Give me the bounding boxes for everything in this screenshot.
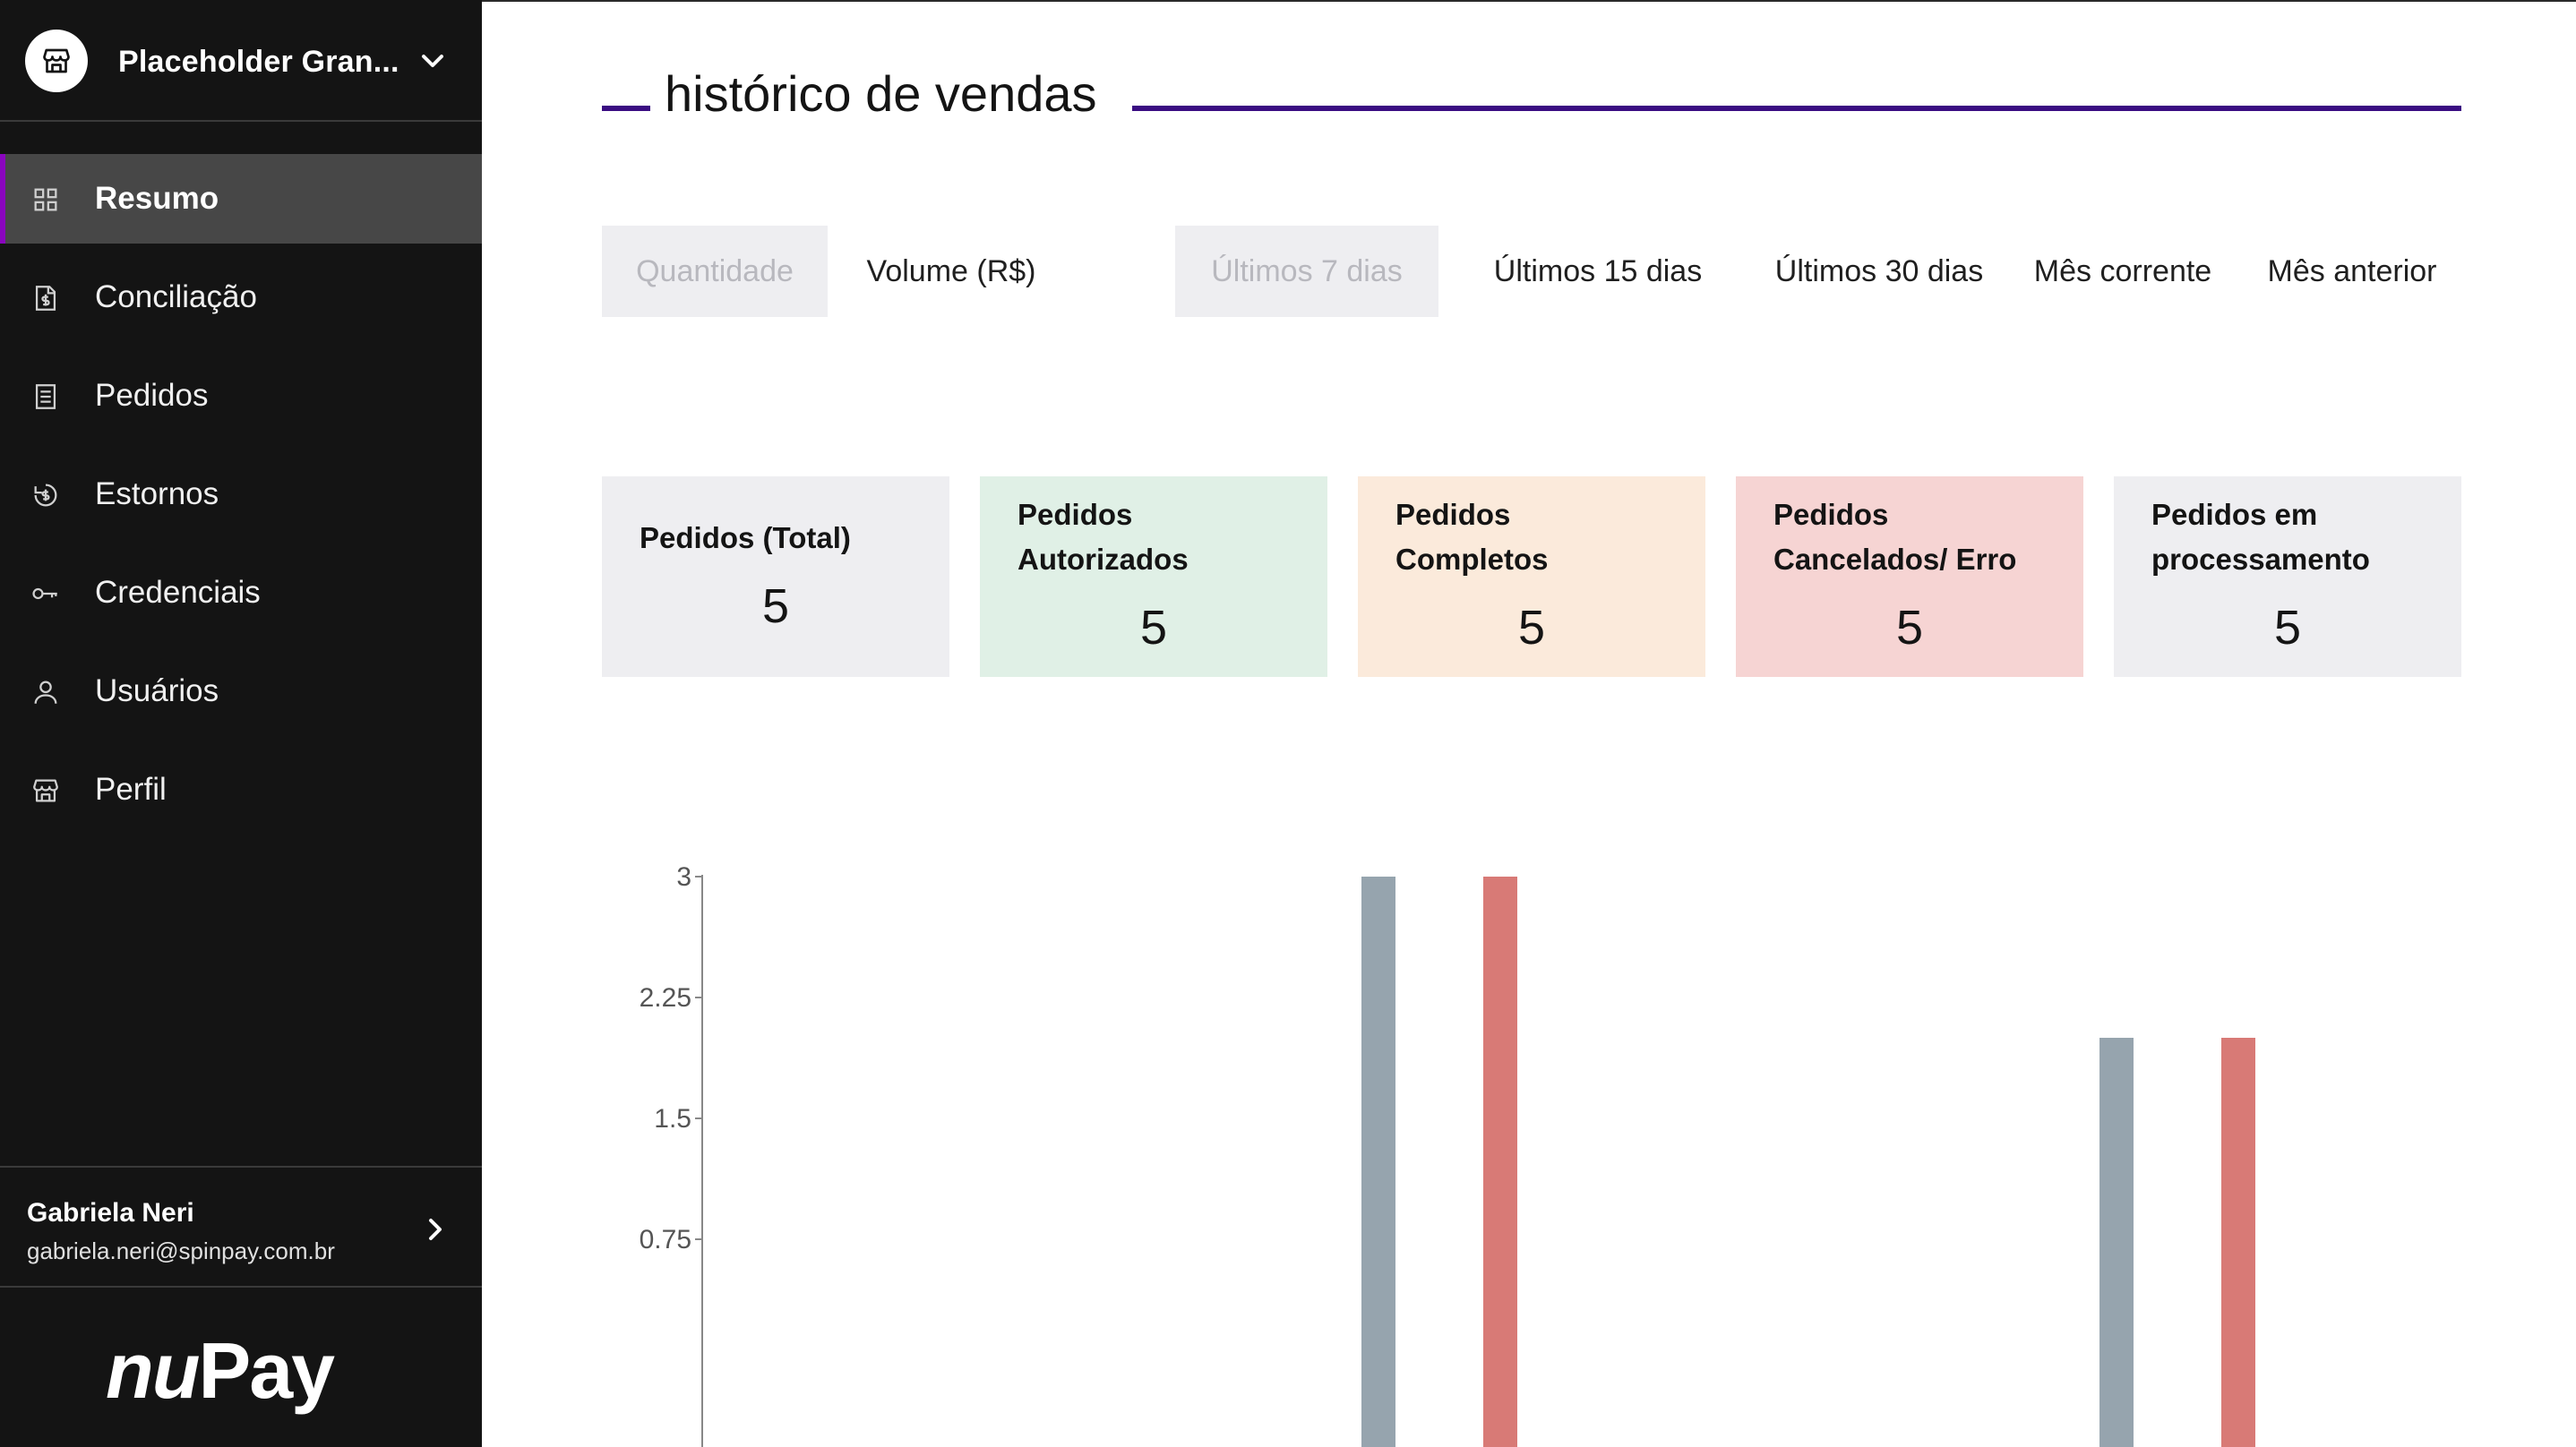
card-value: 5	[761, 579, 790, 633]
card-pedidos-autorizados: Pedidos Autorizados 5	[980, 476, 1327, 677]
period-mes-anterior-button[interactable]: Mês anterior	[2267, 254, 2437, 288]
sales-chart: 0.75 1.5 2.25 3	[640, 862, 2255, 1447]
sidebar-item-credenciais[interactable]: Credenciais	[0, 548, 482, 638]
user-icon	[34, 681, 57, 704]
chevron-right-icon[interactable]	[425, 1216, 446, 1243]
title-divider-left	[602, 106, 650, 111]
key-icon	[32, 587, 57, 600]
y-tick-label: 2.25	[640, 983, 691, 1013]
card-value: 5	[1895, 601, 1924, 655]
sidebar-item-label: Perfil	[95, 772, 167, 807]
store-name[interactable]: Placeholder Gran...	[118, 45, 399, 79]
sidebar-item-label: Pedidos	[95, 378, 209, 413]
chart-bar[interactable]	[1483, 877, 1517, 1447]
sidebar-item-estornos[interactable]: Estornos	[0, 450, 482, 539]
period-7-dias-button[interactable]: Últimos 7 dias	[1175, 226, 1438, 317]
sidebar-item-label: Usuários	[95, 673, 219, 708]
user-name: Gabriela Neri	[27, 1198, 194, 1228]
y-tick-label: 1.5	[654, 1104, 691, 1134]
y-tick-label: 0.75	[640, 1225, 691, 1254]
sidebar-item-label: Estornos	[95, 476, 219, 511]
card-label: Pedidos Autorizados	[1018, 498, 1189, 576]
sidebar-item-label: Conciliação	[95, 279, 257, 314]
receipt-icon	[35, 384, 56, 409]
nupay-logo: nuPay	[106, 1326, 335, 1415]
y-tick-label: 3	[676, 862, 691, 892]
store-selector[interactable]: Placeholder Gran...	[0, 0, 482, 122]
period-mes-corrente-button[interactable]: Mês corrente	[2033, 254, 2212, 288]
page-title: histórico de vendas	[665, 65, 1097, 122]
document-dollar-icon	[35, 286, 56, 311]
grid-icon	[34, 188, 57, 211]
chart-bar[interactable]	[2221, 1038, 2255, 1447]
store-icon	[33, 779, 58, 802]
chart-bars	[1361, 877, 2255, 1447]
sidebar-item-resumo[interactable]: Resumo	[0, 154, 482, 244]
period-15-dias-button[interactable]: Últimos 15 dias	[1493, 254, 1703, 288]
chevron-down-icon[interactable]	[419, 50, 446, 72]
card-value: 5	[2273, 601, 2302, 655]
chart-bar[interactable]	[2099, 1038, 2134, 1447]
card-pedidos-cancelados: Pedidos Cancelados/ Erro 5	[1736, 476, 2083, 677]
sidebar-item-label: Resumo	[95, 181, 219, 216]
metric-quantidade-button[interactable]: Quantidade	[602, 226, 828, 317]
card-pedidos-processamento: Pedidos em processamento 5	[2114, 476, 2461, 677]
sidebar-item-perfil[interactable]: Perfil	[0, 745, 482, 835]
y-axis-ticks: 0.75 1.5 2.25 3	[640, 862, 702, 1254]
period-30-dias-button[interactable]: Últimos 30 dias	[1774, 254, 1984, 288]
card-pedidos-completos: Pedidos Completos 5	[1358, 476, 1705, 677]
sidebar-item-pedidos[interactable]: Pedidos	[0, 351, 482, 441]
card-value: 5	[1139, 601, 1168, 655]
sidebar: Placeholder Gran... Resumo Conciliação P…	[0, 0, 482, 1447]
user-profile[interactable]: Gabriela Neri gabriela.neri@spinpay.com.…	[0, 1166, 482, 1288]
sidebar-item-label: Credenciais	[95, 575, 261, 610]
card-label: Pedidos (Total)	[640, 521, 851, 554]
metric-volume-button[interactable]: Volume (R$)	[866, 254, 1036, 288]
card-label: Pedidos em processamento	[2151, 498, 2370, 576]
card-label: Pedidos Cancelados/ Erro	[1773, 498, 2017, 576]
chart-bar[interactable]	[1361, 877, 1395, 1447]
title-divider-right	[1132, 106, 2461, 111]
refund-icon	[34, 484, 57, 507]
section-header: histórico de vendas	[602, 64, 2461, 127]
card-pedidos-total: Pedidos (Total) 5	[602, 476, 949, 677]
store-icon	[43, 48, 70, 73]
main-content: histórico de vendas Quantidade Volume (R…	[482, 0, 2576, 1447]
card-label: Pedidos Completos	[1395, 498, 1549, 576]
user-email: gabriela.neri@spinpay.com.br	[27, 1237, 335, 1264]
store-avatar	[25, 30, 88, 92]
sidebar-nav: Resumo Conciliação Pedidos Estornos Cred…	[0, 154, 482, 843]
sidebar-item-conciliacao[interactable]: Conciliação	[0, 253, 482, 342]
sidebar-item-usuarios[interactable]: Usuários	[0, 646, 482, 736]
card-value: 5	[1517, 601, 1546, 655]
